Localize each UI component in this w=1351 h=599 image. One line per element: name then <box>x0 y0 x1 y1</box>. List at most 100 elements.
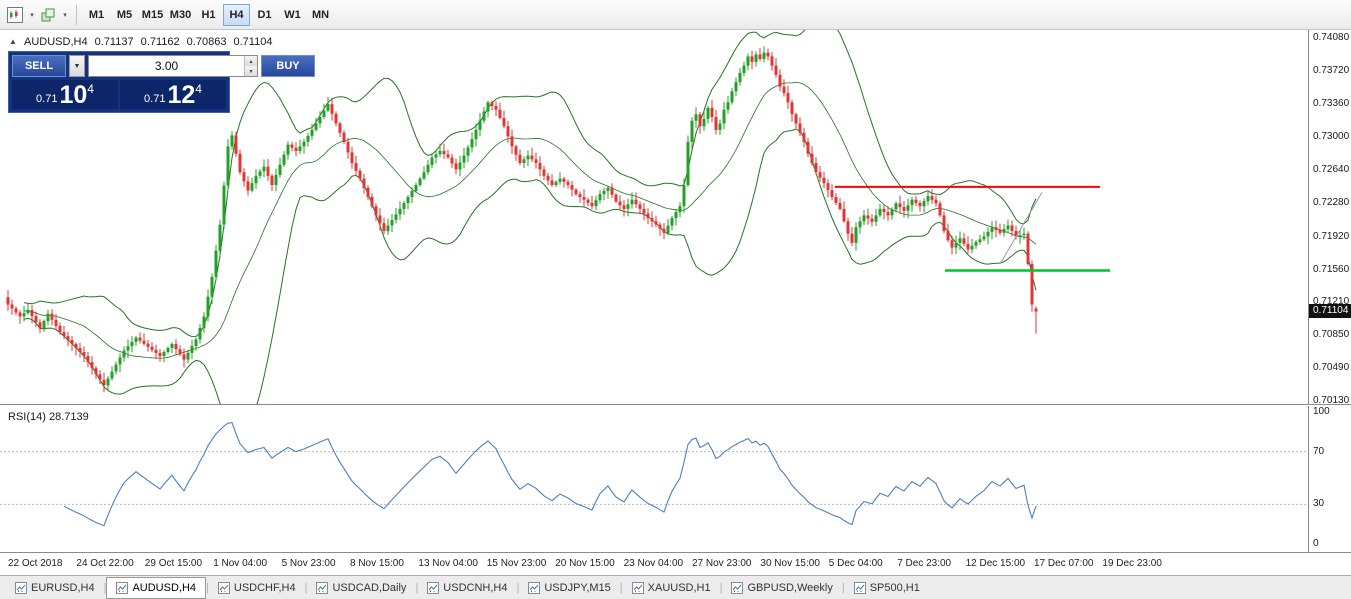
chart-tab-label: USDCHF,H4 <box>233 581 296 594</box>
timeframe-button-m30[interactable]: M30 <box>169 8 192 21</box>
time-axis-label: 23 Nov 04:00 <box>623 558 684 569</box>
tab-separator: | <box>103 581 107 594</box>
tab-separator: | <box>304 581 308 594</box>
price-axis-label: 0.73720 <box>1313 65 1350 77</box>
price-axis-label: 0.73360 <box>1313 98 1350 110</box>
chart-tab-label: SP500,H1 <box>869 581 920 594</box>
rsi-chart[interactable] <box>0 406 1308 552</box>
price-axis-label: 0.73000 <box>1313 131 1350 143</box>
mini-chart-icon <box>731 581 744 594</box>
buy-price-small: 0.71 <box>144 93 166 105</box>
chart-tab-usdchf-h4[interactable]: USDCHF,H4 <box>209 578 305 598</box>
mini-chart-icon <box>631 581 644 594</box>
chart-window-caret-icon[interactable]: ▾ <box>30 11 34 19</box>
timeframe-button-w1[interactable]: W1 <box>284 8 301 21</box>
price-chart[interactable] <box>0 30 1308 404</box>
chart-properties-dropdown-icon[interactable] <box>37 4 59 26</box>
buy-price[interactable]: 0.71 12 4 <box>120 80 226 109</box>
chart-window-icon[interactable] <box>4 4 26 26</box>
chart-properties-caret-icon[interactable]: ▾ <box>63 11 67 19</box>
timeframe-button-mn[interactable]: MN <box>311 8 330 21</box>
toolbar-separator <box>76 4 77 25</box>
chart-tab-usdcad-daily[interactable]: USDCAD,Daily <box>307 578 415 598</box>
time-axis-label: 5 Nov 23:00 <box>281 558 336 569</box>
sell-button[interactable]: SELL <box>12 55 66 77</box>
current-price-tag: 0.71104 <box>1309 304 1351 319</box>
time-axis-label: 20 Nov 15:00 <box>555 558 615 569</box>
ohlc-low: 0.70863 <box>186 36 227 48</box>
time-axis-label: 27 Nov 23:00 <box>692 558 752 569</box>
timeframe-button-m5[interactable]: M5 <box>116 8 133 21</box>
mini-chart-icon <box>15 581 27 594</box>
timeframe-button-m15[interactable]: M15 <box>141 8 164 21</box>
mini-chart-icon <box>427 581 440 594</box>
time-axis[interactable]: 22 Oct 2018 24 Oct 22:00 29 Oct 15:00 1 Nov… <box>0 553 1351 575</box>
buy-button[interactable]: BUY <box>261 55 315 77</box>
ohlc-open: 0.71137 <box>94 36 134 48</box>
price-axis-label: 0.72280 <box>1313 197 1350 209</box>
time-axis-label: 29 Oct 15:00 <box>144 558 203 569</box>
price-axis-label: 0.71560 <box>1313 263 1350 275</box>
chart-tab-usdcnh-h4[interactable]: USDCNH,H4 <box>418 578 516 598</box>
volume-field: ▴ ▾ <box>88 55 258 77</box>
chart-tab-gbpusd-weekly[interactable]: GBPUSD,Weekly <box>722 578 841 598</box>
trendline[interactable] <box>999 192 1043 265</box>
buy-price-big: 12 <box>167 81 196 109</box>
time-axis-label: 15 Nov 23:00 <box>486 558 547 569</box>
time-axis-label: 8 Nov 15:00 <box>350 558 404 569</box>
rsi-axis-label: 30 <box>1313 498 1325 510</box>
one-click-trading-toggle-icon[interactable]: ▲ <box>9 37 17 46</box>
mini-chart-icon <box>116 581 129 594</box>
timeframe-button-d1[interactable]: D1 <box>257 8 272 21</box>
timeframe-toolbar: ▾ ▾ M1 M5 M15 M30 H1 H4 D1 W1 MN <box>0 0 1351 30</box>
timeframe-button-m1[interactable]: M1 <box>88 8 105 21</box>
volume-input[interactable] <box>89 56 244 76</box>
chart-title: AUDUSD,H4 0.71137 0.71162 0.70863 0.7110… <box>24 36 276 48</box>
volume-up-icon[interactable]: ▴ <box>245 56 257 66</box>
ohlc-high: 0.71162 <box>140 36 180 48</box>
sell-price[interactable]: 0.71 10 4 <box>12 80 118 109</box>
time-axis-label: 12 Dec 15:00 <box>965 558 1026 569</box>
price-axis[interactable]: 0.71104 0.74080 0.73720 0.73360 0.73000 0.72… <box>1308 30 1351 406</box>
chart-tab-label: USDCNH,H4 <box>443 581 508 594</box>
mini-chart-icon <box>853 581 866 594</box>
chart-tab-label: USDJPY,M15 <box>544 581 611 594</box>
price-axis-label: 0.70130 <box>1313 395 1350 406</box>
chart-tab-eurusd-h4[interactable]: EURUSD,H4 <box>6 578 104 598</box>
time-axis-label: 7 Dec 23:00 <box>897 558 952 569</box>
price-axis-label: 0.71920 <box>1313 230 1350 242</box>
layers-icon <box>41 8 55 21</box>
timeframe-button-h4[interactable]: H4 <box>223 3 250 26</box>
time-axis-label: 13 Nov 04:00 <box>418 558 478 569</box>
chart-tab-sp500-h1[interactable]: SP500,H1 <box>845 578 929 598</box>
time-axis-label: 17 Dec 07:00 <box>1034 558 1094 569</box>
timeframe-button-h1[interactable]: H1 <box>201 8 216 21</box>
price-axis-label: 0.72640 <box>1313 164 1350 176</box>
tab-separator: | <box>206 581 209 594</box>
chart-tab-label: GBPUSD,Weekly <box>747 581 833 594</box>
time-axis-label: 5 Dec 04:00 <box>828 558 883 569</box>
one-click-trading-panel: SELL ▼ ▴ ▾ BUY 0.71 10 4 0.71 12 4 <box>8 51 315 113</box>
chart-tab-audusd-h4[interactable]: AUDUSD,H4 <box>106 576 207 599</box>
ohlc-close: 0.71104 <box>233 36 273 48</box>
panel-separator[interactable] <box>0 404 1351 405</box>
chart-tab-bar: EURUSD,H4 | AUDUSD,H4 | USDCHF,H4 | USDCAD,Dai… <box>0 575 1351 599</box>
time-axis-label: 1 Nov 04:00 <box>213 558 268 569</box>
chart-tab-xauusd-h1[interactable]: XAUUSD,H1 <box>623 578 720 598</box>
chart-tab-usdjpy-m15[interactable]: USDJPY,M15 <box>519 578 619 598</box>
sell-price-sup: 4 <box>87 82 94 96</box>
time-axis-label: 30 Nov 15:00 <box>760 558 820 569</box>
rsi-axis[interactable]: 100 70 30 0 <box>1308 406 1351 552</box>
mini-chart-icon <box>528 581 541 594</box>
price-axis-label: 0.70490 <box>1313 361 1350 373</box>
rsi-axis-label: 100 <box>1313 406 1330 417</box>
volume-down-icon[interactable]: ▾ <box>245 66 257 76</box>
price-axis-label: 0.71210 <box>1313 295 1350 307</box>
chart-window-glyph <box>7 6 23 23</box>
rsi-axis-label: 70 <box>1313 445 1325 457</box>
rsi-indicator-label: RSI(14) 28.7139 <box>8 411 89 423</box>
order-type-dropdown[interactable]: ▼ <box>69 55 85 77</box>
chart-tab-label: EURUSD,H4 <box>31 581 95 594</box>
tab-separator: | <box>841 581 845 594</box>
chart-tab-label: AUDUSD,H4 <box>132 581 197 594</box>
